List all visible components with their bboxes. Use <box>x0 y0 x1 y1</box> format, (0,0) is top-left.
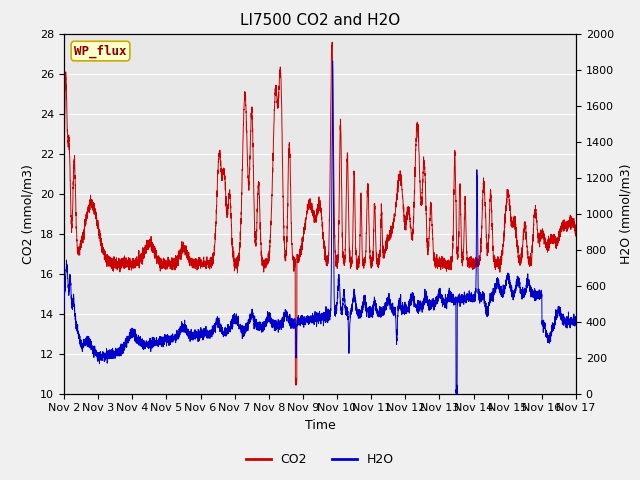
Title: LI7500 CO2 and H2O: LI7500 CO2 and H2O <box>240 13 400 28</box>
Y-axis label: CO2 (mmol/m3): CO2 (mmol/m3) <box>22 164 35 264</box>
Legend: CO2, H2O: CO2, H2O <box>241 448 399 471</box>
Text: WP_flux: WP_flux <box>74 44 127 58</box>
Y-axis label: H2O (mmol/m3): H2O (mmol/m3) <box>620 163 632 264</box>
X-axis label: Time: Time <box>305 419 335 432</box>
